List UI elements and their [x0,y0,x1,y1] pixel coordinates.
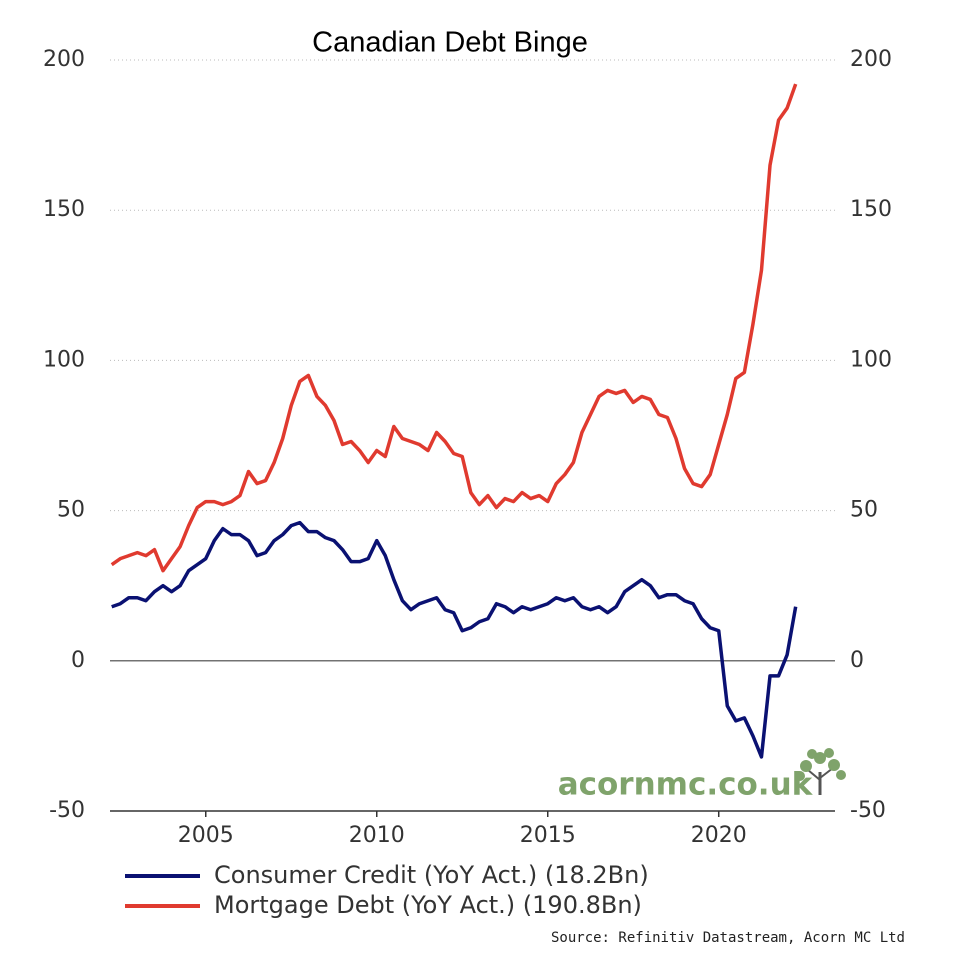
legend-label: Consumer Credit (YoY Act.) (18.2Bn) [214,861,649,889]
y2-tick-label: 150 [850,197,892,222]
source-note: Source: Refinitiv Datastream, Acorn MC L… [551,930,905,946]
y2-tick-label: 100 [850,347,892,372]
chart-title: Canadian Debt Binge [312,27,588,59]
watermark: acornmc.co.uk [558,767,814,803]
series-line [110,83,798,573]
y2-tick-label: -50 [850,798,886,823]
series-line [111,520,798,759]
y2-tick-label: 200 [850,47,892,72]
y-tick-label: 0 [71,648,85,673]
x-tick-label: 2020 [691,823,747,848]
legend-label: Mortgage Debt (YoY Act.) (190.8Bn) [214,891,642,919]
y-tick-label: 100 [43,347,85,372]
y-tick-label: 150 [43,197,85,222]
x-tick-label: 2005 [178,823,234,848]
x-tick-label: 2015 [520,823,576,848]
y-tick-label: -50 [49,798,85,823]
y-tick-label: 50 [57,498,85,523]
y2-tick-label: 50 [850,498,878,523]
y-tick-label: 200 [43,47,85,72]
y2-tick-label: 0 [850,648,864,673]
tree-logo [795,748,846,795]
x-tick-label: 2010 [349,823,405,848]
